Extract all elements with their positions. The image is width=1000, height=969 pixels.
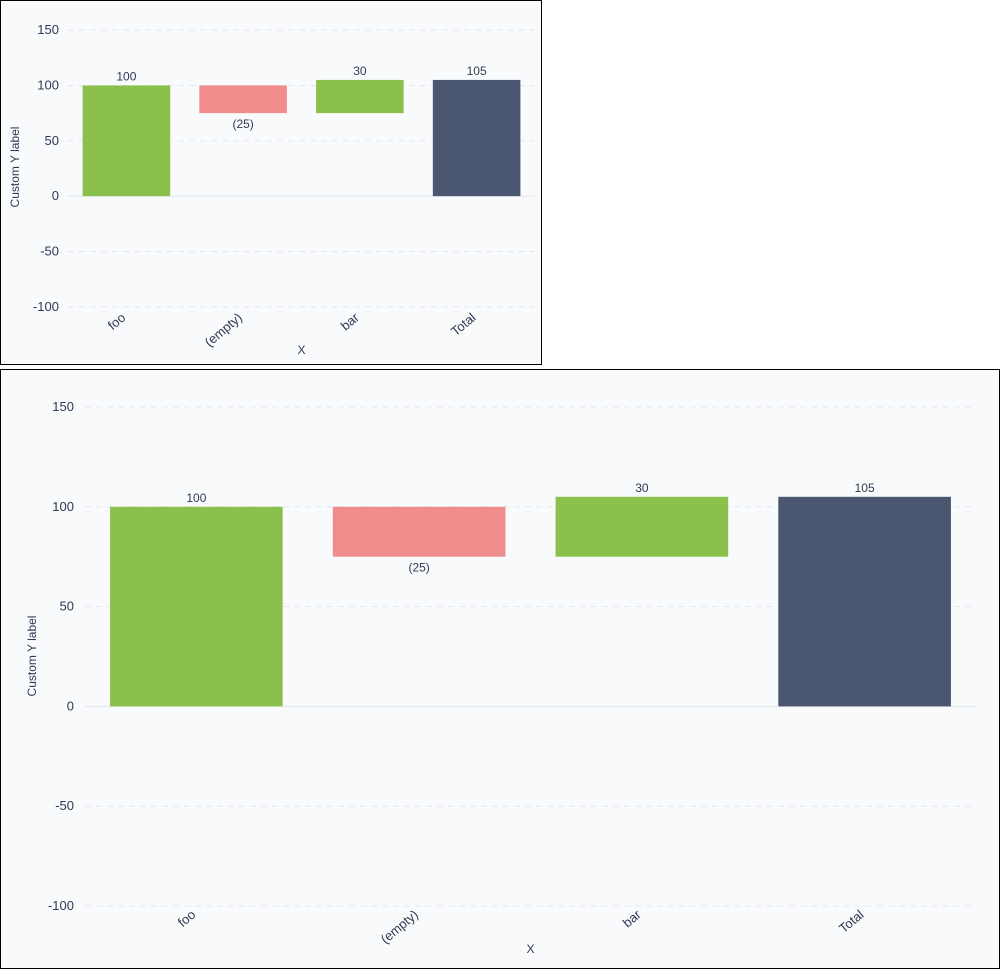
y-tick-label: -100 xyxy=(48,898,74,913)
bar-empty xyxy=(332,506,506,557)
data-label: 30 xyxy=(635,481,649,495)
bar-bar xyxy=(316,79,404,114)
y-tick-label: -50 xyxy=(40,244,59,259)
x-tick-label: foo xyxy=(175,907,198,930)
y-axis-title: Custom Y label xyxy=(8,127,22,208)
bar-foo xyxy=(110,506,283,707)
data-label: 105 xyxy=(467,64,487,78)
y-axis-title: Custom Y label xyxy=(25,616,39,697)
bar-bar xyxy=(555,496,729,557)
data-label: 30 xyxy=(353,64,367,78)
x-tick-label: foo xyxy=(105,310,128,333)
waterfall-chart-large: 150 100 50 0 -50 -100 100 (25) 30 105 foo (empty) ba… xyxy=(25,399,976,956)
data-label: (25) xyxy=(232,117,253,131)
y-tick-label: 50 xyxy=(45,133,59,148)
y-tick-label: -50 xyxy=(55,798,74,813)
x-axis-title: X xyxy=(297,343,305,357)
y-tick-label: 0 xyxy=(67,698,74,713)
x-axis-title: X xyxy=(526,942,534,956)
chart-panel-small: 150 100 50 0 -50 -100 100 (25) 30 105 foo (empty) ba… xyxy=(0,0,542,365)
bar-empty xyxy=(199,85,287,114)
x-tick-label: bar xyxy=(620,906,645,930)
x-tick-label: Total xyxy=(836,907,867,936)
data-label: 100 xyxy=(186,491,206,505)
data-label: 105 xyxy=(855,481,875,495)
x-tick-label: (empty) xyxy=(378,907,421,947)
chart-panel-large: 150 100 50 0 -50 -100 100 (25) 30 105 foo (empty) ba… xyxy=(0,369,1000,969)
waterfall-chart-small: 150 100 50 0 -50 -100 100 (25) 30 105 foo (empty) ba… xyxy=(8,22,535,357)
y-tick-label: -100 xyxy=(33,299,59,314)
y-tick-label: 100 xyxy=(37,77,59,92)
x-tick-label: Total xyxy=(448,310,479,339)
data-label: (25) xyxy=(408,561,429,575)
y-tick-label: 150 xyxy=(37,22,59,37)
data-label: 100 xyxy=(116,69,136,83)
bar-total xyxy=(778,496,951,707)
x-tick-label: bar xyxy=(338,309,363,333)
y-tick-label: 100 xyxy=(52,499,74,514)
y-tick-label: 50 xyxy=(60,599,74,614)
x-tick-label: (empty) xyxy=(202,310,245,350)
bar-total xyxy=(432,79,521,197)
y-tick-label: 0 xyxy=(52,188,59,203)
bar-foo xyxy=(82,85,171,197)
y-tick-label: 150 xyxy=(52,399,74,414)
